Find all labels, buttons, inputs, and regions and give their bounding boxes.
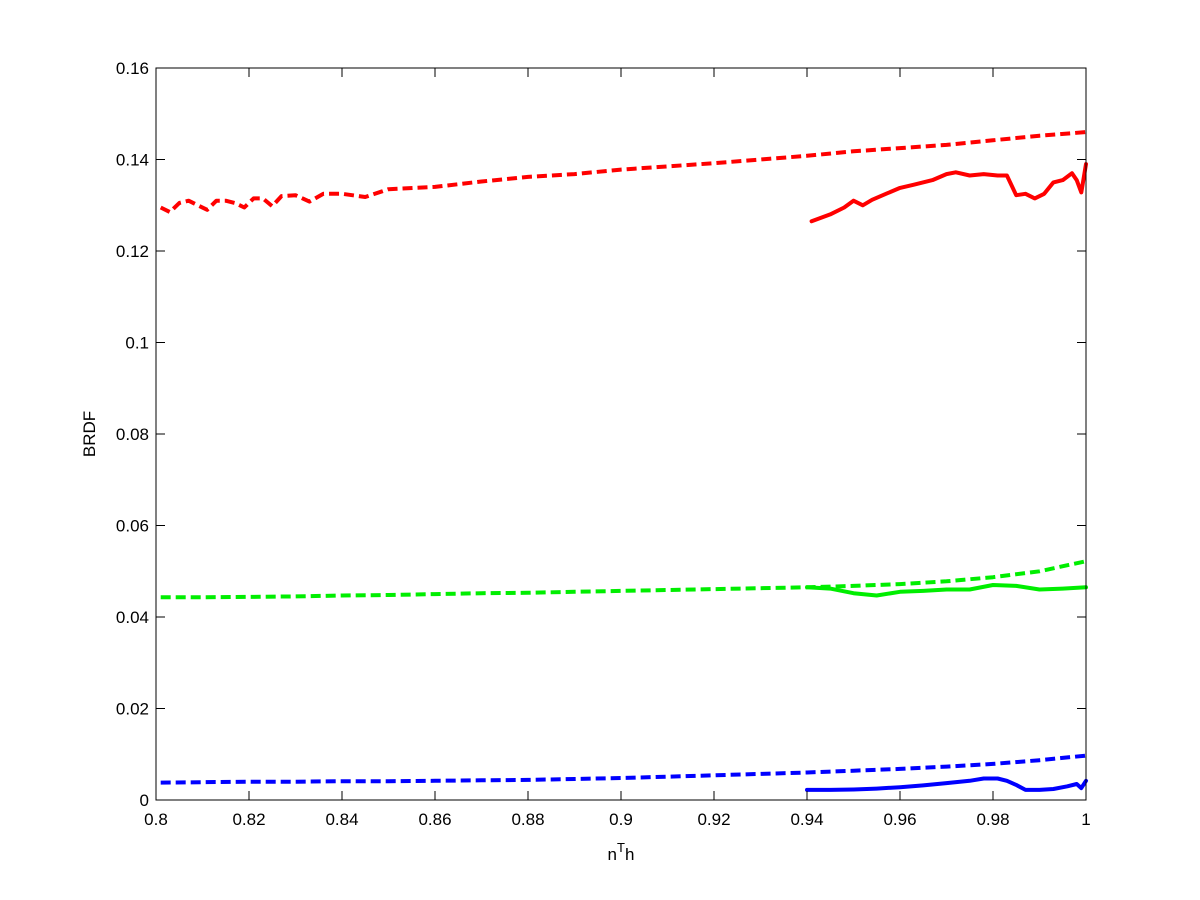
series-line-5 (160, 753, 1087, 785)
plot-frame (155, 67, 1087, 801)
x-tick-label: 0.98 (976, 810, 1009, 829)
x-tick-label: 0.88 (511, 810, 544, 829)
x-tick-label: 0.96 (883, 810, 916, 829)
y-tick-label: 0.02 (116, 700, 149, 719)
x-tick-label: 0.8 (144, 810, 168, 829)
series-line-4 (805, 583, 1088, 598)
x-axis-label-base: n (608, 845, 617, 864)
y-tick-label: 0.08 (116, 425, 149, 444)
x-tick-label: 0.92 (697, 810, 730, 829)
series-line-6 (805, 776, 1088, 792)
series-line-3 (160, 559, 1087, 600)
series-layer (159, 130, 1088, 792)
series-line-1 (159, 130, 1087, 215)
y-tick-label: 0 (140, 791, 149, 810)
y-tick-label: 0.1 (125, 334, 149, 353)
x-axis-label-superscript: T (617, 840, 625, 855)
x-tick-label: 0.86 (418, 810, 451, 829)
x-tick-label: 0.84 (325, 810, 358, 829)
x-tick-label: 0.82 (232, 810, 265, 829)
x-tick-label: 0.9 (609, 810, 633, 829)
y-tick-label: 0.16 (116, 59, 149, 78)
y-tick-label: 0.14 (116, 151, 149, 170)
x-axis: 0.8 0.82 0.84 0.86 0.88 0.9 0.92 0.94 0.96 0.98 1 (144, 68, 1091, 829)
y-tick-label: 0.12 (116, 242, 149, 261)
series-line-2 (809, 162, 1088, 224)
x-axis-label-tail: h (625, 845, 634, 864)
y-axis-label: BRDF (80, 411, 99, 457)
y-tick-label: 0.06 (116, 517, 149, 536)
x-tick-label: 1 (1081, 810, 1090, 829)
y-tick-label: 0.04 (116, 608, 149, 627)
y-axis: 0 0.02 0.04 0.06 0.08 0.1 0.12 0.14 0.16 (116, 59, 1086, 810)
x-axis-label: nTh (608, 840, 635, 864)
x-tick-label: 0.94 (790, 810, 823, 829)
